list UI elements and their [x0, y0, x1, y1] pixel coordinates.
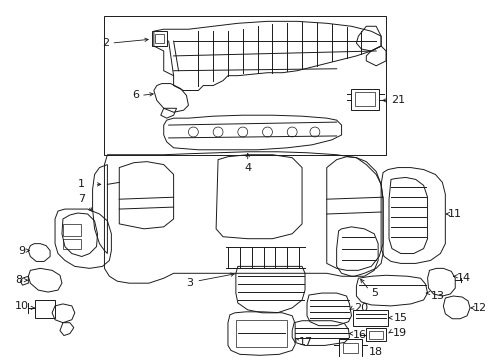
Bar: [104, 17, 385, 155]
Text: 13: 13: [429, 291, 444, 301]
Text: 9: 9: [19, 246, 25, 256]
Bar: [351, 89, 378, 110]
Bar: [338, 339, 362, 357]
Text: 5: 5: [370, 288, 377, 298]
Bar: [366, 328, 385, 342]
Text: 15: 15: [393, 313, 407, 323]
Bar: [35, 300, 55, 318]
Text: 2: 2: [102, 38, 109, 48]
Text: 3: 3: [186, 278, 193, 288]
Text: 4: 4: [244, 163, 251, 172]
Bar: [152, 31, 166, 46]
Bar: [342, 343, 358, 353]
Text: 17: 17: [299, 337, 313, 347]
Text: 8: 8: [16, 275, 22, 285]
Bar: [155, 34, 163, 43]
Text: 1: 1: [78, 179, 85, 189]
Text: 18: 18: [368, 347, 383, 357]
Text: 16: 16: [352, 329, 366, 339]
Text: 20: 20: [354, 303, 368, 313]
Bar: [355, 93, 374, 106]
Text: 7: 7: [78, 194, 85, 204]
Bar: [353, 310, 387, 326]
Text: 12: 12: [472, 303, 486, 313]
Text: 10: 10: [14, 301, 28, 311]
Bar: [235, 320, 286, 347]
Text: 19: 19: [392, 328, 407, 338]
Text: 21: 21: [390, 95, 404, 105]
Bar: [63, 239, 81, 249]
Bar: [368, 330, 382, 338]
Bar: [63, 224, 81, 236]
Text: 11: 11: [447, 209, 461, 219]
Text: 14: 14: [456, 273, 470, 283]
Text: 6: 6: [132, 90, 139, 100]
